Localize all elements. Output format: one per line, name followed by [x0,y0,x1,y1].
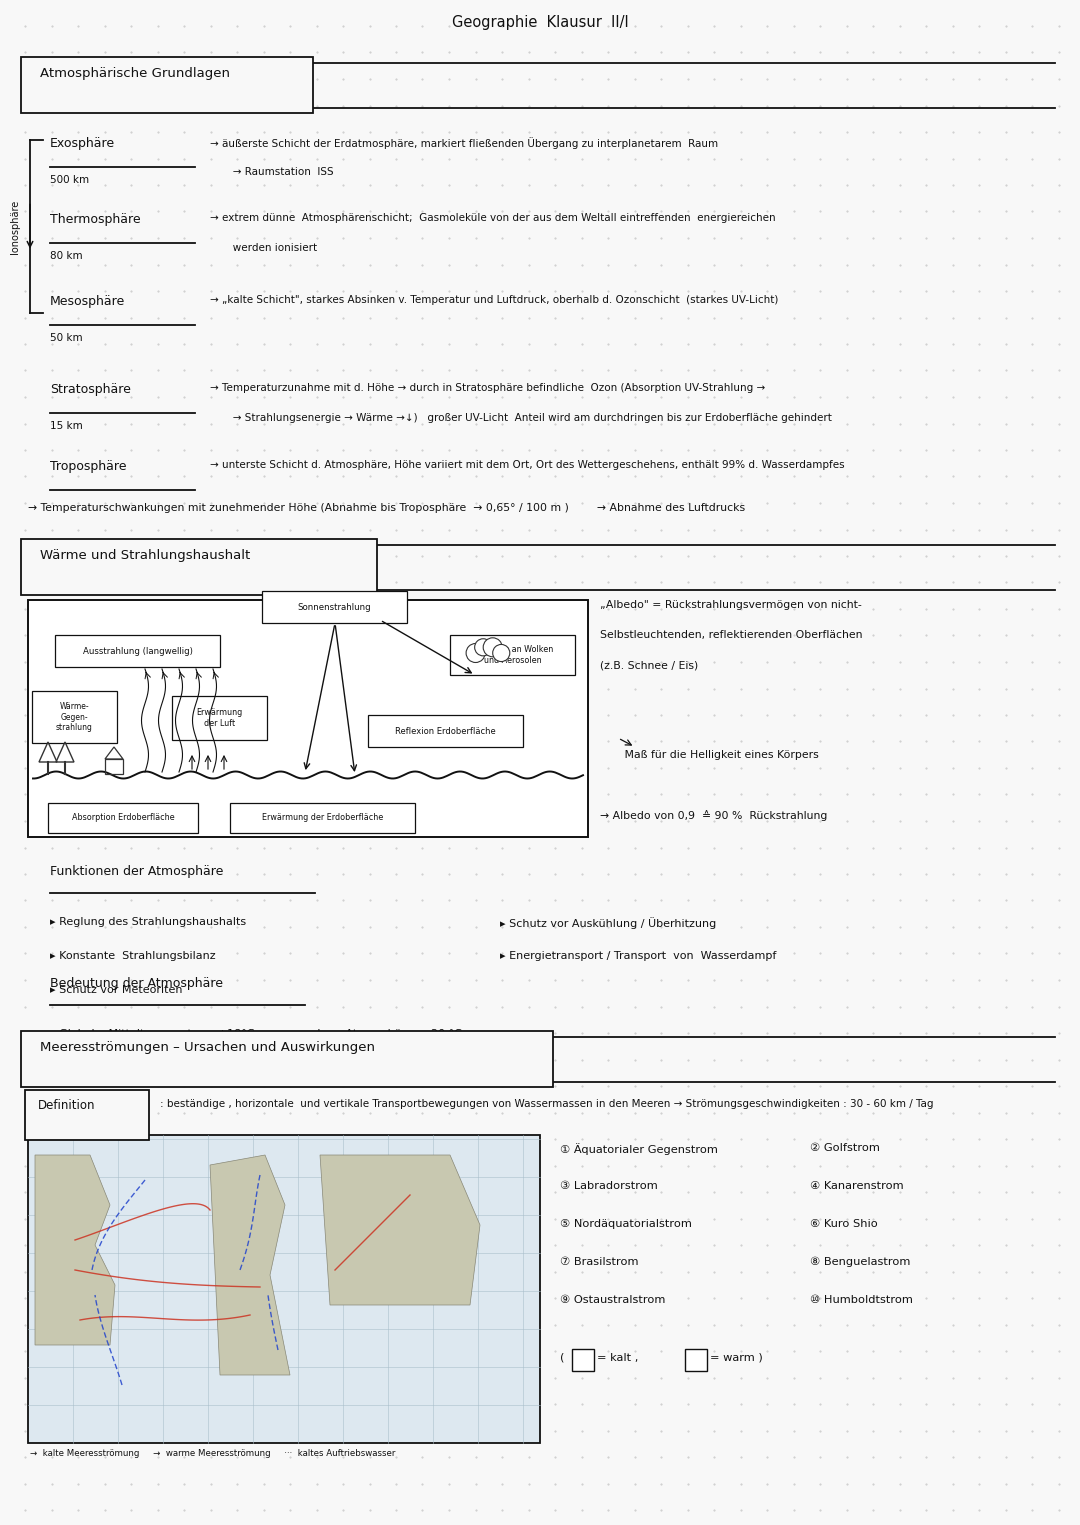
Text: „Albedo" = Rückstrahlungsvermögen von nicht-: „Albedo" = Rückstrahlungsvermögen von ni… [600,599,862,610]
Circle shape [474,639,491,656]
Text: Selbstleuchtenden, reflektierenden Oberflächen: Selbstleuchtenden, reflektierenden Oberf… [600,630,863,640]
FancyBboxPatch shape [21,1031,553,1087]
Text: ① Äquatorialer Gegenstrom: ① Äquatorialer Gegenstrom [561,1144,718,1154]
Bar [32,691,117,743]
Text: (z.B. Schnee / Eis): (z.B. Schnee / Eis) [600,660,699,669]
Text: Ausstrahlung (langwellig): Ausstrahlung (langwellig) [82,647,192,656]
Text: ▸ Reglung des Strahlungshaushalts: ▸ Reglung des Strahlungshaushalts [50,917,246,927]
Bar [450,634,575,676]
Text: ⑧ Benguelastrom: ⑧ Benguelastrom [810,1257,910,1267]
Text: Exosphäre: Exosphäre [50,137,116,149]
Text: = kalt ,: = kalt , [597,1353,638,1363]
Text: ② Golfstrom: ② Golfstrom [810,1144,880,1153]
Text: : beständige , horizontale  und vertikale Transportbewegungen von Wassermassen i: : beständige , horizontale und vertikale… [160,1100,933,1109]
Text: Wärme und Strahlungshaushalt: Wärme und Strahlungshaushalt [40,549,251,563]
Text: → Strahlungsenergie → Wärme →↓)   großer UV-Licht  Anteil wird am durchdringen b: → Strahlungsenergie → Wärme →↓) großer U… [210,413,832,422]
Text: → „kalte Schicht", starkes Absinken v. Temperatur und Luftdruck, oberhalb d. Ozo: → „kalte Schicht", starkes Absinken v. T… [210,294,779,305]
Polygon shape [35,1154,114,1345]
Polygon shape [210,1154,291,1376]
Text: →  kalte Meeresströmung     →  warme Meeresströmung     ···  kaltes Auftriebswas: → kalte Meeresströmung → warme Meeresstr… [30,1449,395,1458]
Text: Bedeutung der Atmosphäre: Bedeutung der Atmosphäre [50,978,222,990]
Text: ▸ Schutz vor Auskühlung / Überhitzung: ▸ Schutz vor Auskühlung / Überhitzung [500,917,716,929]
Text: ⑤ Nordäquatorialstrom: ⑤ Nordäquatorialstrom [561,1218,692,1229]
Polygon shape [320,1154,480,1305]
Bar [262,592,407,624]
Bar [28,599,588,837]
Text: Maß für die Helligkeit eines Körpers: Maß für die Helligkeit eines Körpers [600,750,819,759]
Text: Erwärmung der Erdoberfläche: Erwärmung der Erdoberfläche [261,813,383,822]
Text: 80 km: 80 km [50,252,83,261]
Text: Thermosphäre: Thermosphäre [50,214,140,226]
Circle shape [492,645,510,662]
Bar [572,1350,594,1371]
Text: Stratosphäre: Stratosphäre [50,383,131,396]
Text: ⑥ Kuro Shio: ⑥ Kuro Shio [810,1218,878,1229]
Text: → Albedo von 0,9  ≙ 90 %  Rückstrahlung: → Albedo von 0,9 ≙ 90 % Rückstrahlung [600,810,827,820]
Text: → Temperaturzunahme mit d. Höhe → durch in Stratosphäre befindliche  Ozon (Absor: → Temperaturzunahme mit d. Höhe → durch … [210,383,766,393]
Text: 15 km: 15 km [50,421,83,432]
Bar [55,634,220,666]
Text: Reflexion an Wolken
und Aerosolen: Reflexion an Wolken und Aerosolen [472,645,553,665]
Text: ⑨ Ostaustralstrom: ⑨ Ostaustralstrom [561,1295,665,1305]
Circle shape [467,644,485,662]
Bar [172,695,267,740]
Text: → Temperaturschwankungen mit zunehmender Höhe (Abnahme bis Troposphäre  → 0,65° : → Temperaturschwankungen mit zunehmender… [28,503,745,512]
Text: 50 km: 50 km [50,332,83,343]
Text: ▸ Energietransport / Transport  von  Wasserdampf: ▸ Energietransport / Transport von Wasse… [500,952,777,961]
Text: ⑩ Humboldtstrom: ⑩ Humboldtstrom [810,1295,913,1305]
Text: Mesosphäre: Mesosphäre [50,294,125,308]
Text: Absorption Erdoberfläche: Absorption Erdoberfläche [71,813,174,822]
Text: (: ( [561,1353,565,1363]
Text: werden ionisiert: werden ionisiert [210,242,318,253]
Text: Atmosphärische Grundlagen: Atmosphärische Grundlagen [40,67,230,79]
Text: ③ Labradorstrom: ③ Labradorstrom [561,1180,658,1191]
Text: ▸ Globale  Mitteltemperatur :  +18°C    ——→   ohne  Atmosphäre :  -20 °C: ▸ Globale Mitteltemperatur : +18°C ——→ o… [50,1029,462,1039]
Text: ▸ Schutz vor Meteoriten: ▸ Schutz vor Meteoriten [50,985,183,994]
Bar [28,1135,540,1443]
Text: → Raumstation  ISS: → Raumstation ISS [210,168,334,177]
Text: Definition: Definition [38,1100,95,1112]
Text: ⑦ Brasilstrom: ⑦ Brasilstrom [561,1257,638,1267]
Text: Erwärmung
der Luft: Erwärmung der Luft [197,708,243,727]
Text: ④ Kanarenstrom: ④ Kanarenstrom [810,1180,904,1191]
FancyBboxPatch shape [25,1090,149,1141]
Text: Sonnenstrahlung: Sonnenstrahlung [298,602,372,612]
Text: Wärme-
Gegen-
strahlung: Wärme- Gegen- strahlung [56,702,93,732]
Text: Troposphäre: Troposphäre [50,461,126,473]
Text: Funktionen der Atmosphäre: Funktionen der Atmosphäre [50,865,224,878]
Bar [368,715,523,747]
Bar [105,759,123,775]
Text: Meeresströmungen – Ursachen und Auswirkungen: Meeresströmungen – Ursachen und Auswirku… [40,1042,375,1054]
FancyBboxPatch shape [21,538,377,595]
Text: ▸ Konstante  Strahlungsbilanz: ▸ Konstante Strahlungsbilanz [50,952,216,961]
Bar [685,1350,707,1371]
Text: → unterste Schicht d. Atmosphäre, Höhe variiert mit dem Ort, Ort des Wettergesch: → unterste Schicht d. Atmosphäre, Höhe v… [210,461,845,470]
Text: → äußerste Schicht der Erdatmosphäre, markiert fließenden Übergang zu interplane: → äußerste Schicht der Erdatmosphäre, ma… [210,137,718,149]
Circle shape [483,637,502,657]
Text: 500 km: 500 km [50,175,90,185]
Text: → extrem dünne  Atmosphärenschicht;  Gasmoleküle von der aus dem Weltall eintref: → extrem dünne Atmosphärenschicht; Gasmo… [210,214,775,223]
Text: Reflexion Erdoberfläche: Reflexion Erdoberfläche [395,726,496,735]
Bar [230,804,415,833]
Text: = warm ): = warm ) [710,1353,762,1363]
Bar [48,804,198,833]
Text: Ionosphäre: Ionosphäre [10,200,21,253]
FancyBboxPatch shape [21,56,313,113]
Text: Geographie  Klausur  II/I: Geographie Klausur II/I [451,15,629,30]
